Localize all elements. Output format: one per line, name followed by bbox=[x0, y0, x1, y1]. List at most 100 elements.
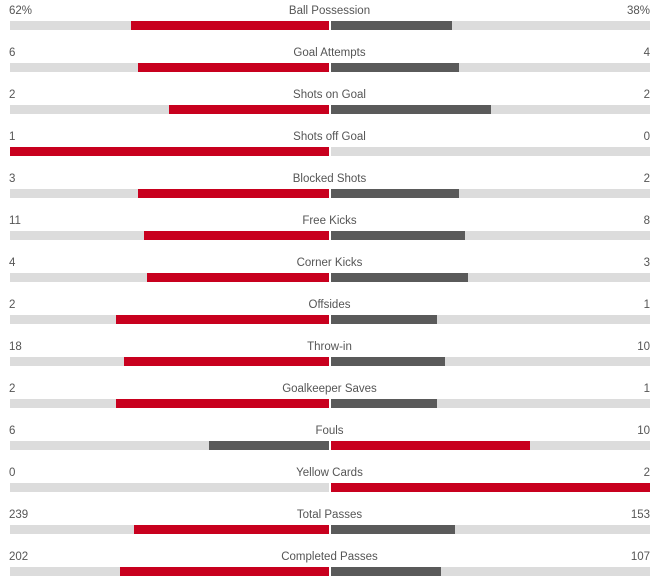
home-value: 2 bbox=[9, 89, 16, 101]
away-bar-track bbox=[331, 147, 650, 156]
stat-name: Offsides bbox=[308, 299, 351, 311]
away-value: 107 bbox=[630, 551, 650, 563]
stat-name: Completed Passes bbox=[281, 551, 378, 563]
home-bar-fill bbox=[144, 231, 329, 240]
away-bar-track bbox=[331, 441, 650, 450]
away-bar-track bbox=[331, 189, 650, 198]
away-value: 2 bbox=[643, 467, 650, 479]
away-bar-fill bbox=[331, 441, 530, 450]
home-value: 11 bbox=[9, 215, 21, 227]
away-value: 38% bbox=[626, 5, 650, 17]
home-bar-fill bbox=[116, 399, 329, 408]
home-bar-track bbox=[10, 357, 329, 366]
stat-row: 4 Corner Kicks 3 bbox=[0, 252, 659, 294]
home-value: 2 bbox=[9, 299, 16, 311]
away-bar-track bbox=[331, 567, 650, 576]
home-value: 2 bbox=[9, 383, 16, 395]
away-bar-track bbox=[331, 105, 650, 114]
away-bar-track bbox=[331, 315, 650, 324]
away-bar-track bbox=[331, 63, 650, 72]
away-bar-fill bbox=[331, 357, 445, 366]
away-bar-fill bbox=[331, 567, 441, 576]
stat-name: Shots on Goal bbox=[293, 89, 366, 101]
away-value: 1 bbox=[643, 383, 650, 395]
away-value: 3 bbox=[643, 257, 650, 269]
away-bar-fill bbox=[331, 105, 491, 114]
home-value: 3 bbox=[9, 173, 16, 185]
stat-row: 2 Offsides 1 bbox=[0, 294, 659, 336]
stat-name: Ball Possession bbox=[288, 5, 371, 17]
home-value: 4 bbox=[9, 257, 16, 269]
home-value: 239 bbox=[9, 509, 29, 521]
away-bar-fill bbox=[331, 273, 468, 282]
away-value: 10 bbox=[637, 341, 650, 353]
home-value: 62% bbox=[9, 5, 33, 17]
home-bar-fill bbox=[209, 441, 329, 450]
away-value: 1 bbox=[643, 299, 650, 311]
home-bar-track bbox=[10, 315, 329, 324]
home-value: 18 bbox=[9, 341, 22, 353]
away-bar-fill bbox=[331, 399, 437, 408]
home-bar-fill bbox=[124, 357, 329, 366]
home-bar-track bbox=[10, 441, 329, 450]
home-value: 1 bbox=[9, 131, 16, 143]
stat-row: 239 Total Passes 153 bbox=[0, 504, 659, 546]
home-bar-fill bbox=[169, 105, 329, 114]
home-bar-fill bbox=[120, 567, 329, 576]
stat-row: 18 Throw-in 10 bbox=[0, 336, 659, 378]
stat-row: 3 Blocked Shots 2 bbox=[0, 168, 659, 210]
home-bar-fill bbox=[138, 63, 329, 72]
away-value: 8 bbox=[643, 215, 650, 227]
home-bar-track bbox=[10, 567, 329, 576]
stat-name: Corner Kicks bbox=[296, 257, 363, 269]
home-bar-fill bbox=[138, 189, 329, 198]
home-bar-track bbox=[10, 399, 329, 408]
stat-name: Fouls bbox=[315, 425, 344, 437]
home-bar-fill bbox=[147, 273, 329, 282]
home-value: 0 bbox=[9, 467, 16, 479]
away-bar-track bbox=[331, 483, 650, 492]
home-value: 6 bbox=[9, 47, 16, 59]
away-bar-track bbox=[331, 399, 650, 408]
home-bar-track bbox=[10, 63, 329, 72]
away-value: 10 bbox=[637, 425, 650, 437]
stat-row: 62% Ball Possession 38% bbox=[0, 0, 659, 42]
stat-row: 1 Shots off Goal 0 bbox=[0, 126, 659, 168]
home-bar-track bbox=[10, 525, 329, 534]
stat-row: 6 Goal Attempts 4 bbox=[0, 42, 659, 84]
home-bar-fill bbox=[131, 21, 329, 30]
home-bar-fill bbox=[116, 315, 329, 324]
away-bar-track bbox=[331, 273, 650, 282]
stat-name: Blocked Shots bbox=[292, 173, 367, 185]
home-bar-track bbox=[10, 21, 329, 30]
stat-name: Goalkeeper Saves bbox=[282, 383, 377, 395]
home-bar-track bbox=[10, 231, 329, 240]
stat-row: 0 Yellow Cards 2 bbox=[0, 462, 659, 504]
home-value: 202 bbox=[9, 551, 29, 563]
home-bar-track bbox=[10, 105, 329, 114]
home-bar-fill bbox=[10, 147, 329, 156]
home-bar-track bbox=[10, 147, 329, 156]
stat-row: 2 Shots on Goal 2 bbox=[0, 84, 659, 126]
away-bar-track bbox=[331, 525, 650, 534]
away-value: 153 bbox=[630, 509, 650, 521]
stat-row: 202 Completed Passes 107 bbox=[0, 546, 659, 588]
stat-name: Throw-in bbox=[307, 341, 352, 353]
away-value: 0 bbox=[643, 131, 650, 143]
away-bar-fill bbox=[331, 483, 650, 492]
home-bar-track bbox=[10, 189, 329, 198]
away-bar-fill bbox=[331, 189, 459, 198]
away-bar-track bbox=[331, 357, 650, 366]
stat-name: Goal Attempts bbox=[293, 47, 366, 59]
stat-row: 2 Goalkeeper Saves 1 bbox=[0, 378, 659, 420]
stat-row: 11 Free Kicks 8 bbox=[0, 210, 659, 252]
stat-row: 6 Fouls 10 bbox=[0, 420, 659, 462]
stat-name: Total Passes bbox=[296, 509, 363, 521]
away-value: 2 bbox=[643, 89, 650, 101]
home-bar-track bbox=[10, 483, 329, 492]
away-bar-fill bbox=[331, 21, 452, 30]
away-bar-track bbox=[331, 231, 650, 240]
away-bar-track bbox=[331, 21, 650, 30]
away-bar-fill bbox=[331, 315, 437, 324]
stat-name: Shots off Goal bbox=[293, 131, 366, 143]
